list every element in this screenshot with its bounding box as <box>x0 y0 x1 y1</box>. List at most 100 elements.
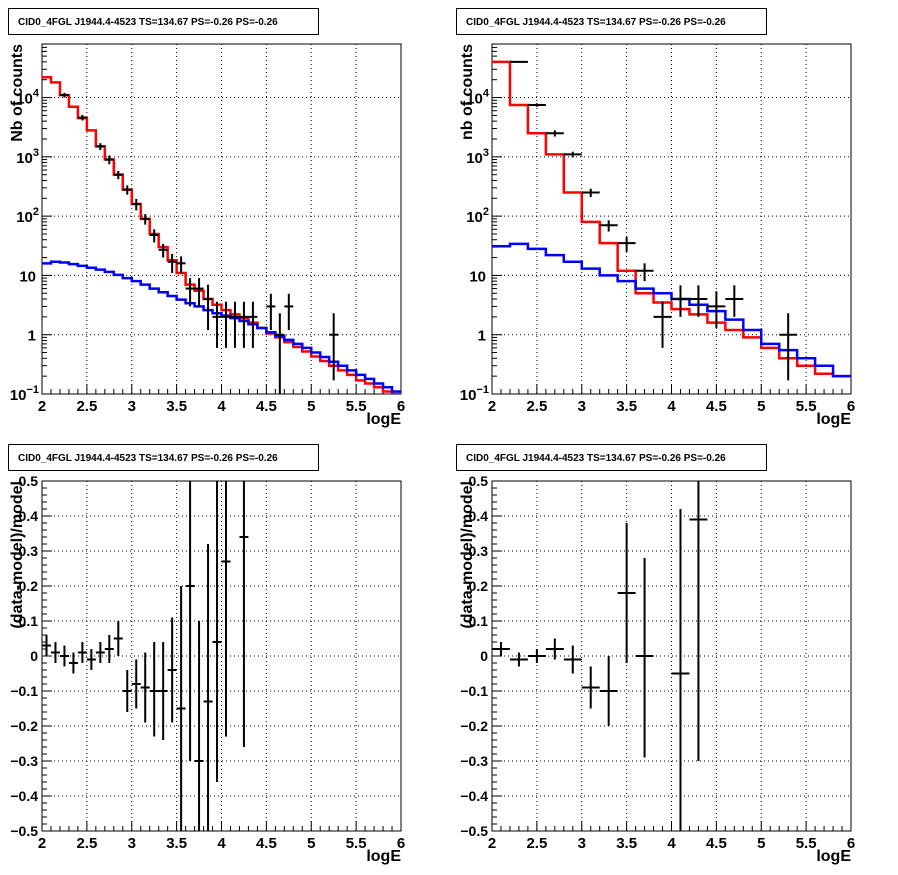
x-tick-label: 2 <box>38 398 46 415</box>
data-point <box>149 642 159 737</box>
y-tick-label: 1 <box>478 328 486 345</box>
x-tick-label: 5.5 <box>796 835 817 852</box>
data-point <box>50 642 60 663</box>
data-point <box>221 481 231 737</box>
y-axis-label: Nb of counts <box>9 44 26 142</box>
data-point <box>77 642 87 663</box>
chart-title: CID0_4FGL J1944.4-4523 TS=134.67 PS=-0.2… <box>466 17 726 28</box>
y-tick-label: 10−1 <box>10 384 39 404</box>
x-tick-label: 3.5 <box>166 398 187 415</box>
data-point <box>167 253 177 273</box>
data-point <box>599 220 618 232</box>
y-tick-label: 103 <box>16 147 39 167</box>
x-tick-label: 3 <box>128 835 136 852</box>
data-point <box>104 155 114 165</box>
data-point <box>707 291 726 328</box>
x-tick-label: 6 <box>397 835 405 852</box>
y-tick-label: 0 <box>480 648 488 664</box>
x-tick-label: 2 <box>488 398 496 415</box>
data-point <box>635 558 654 758</box>
data-point <box>104 635 114 663</box>
data-point <box>203 544 213 831</box>
data-point <box>158 642 168 740</box>
y-tick-label: 10 <box>19 268 36 285</box>
data-point <box>563 645 582 674</box>
plot-area <box>492 481 708 831</box>
data-point <box>527 103 546 107</box>
data-point <box>617 523 636 663</box>
data-point <box>113 621 123 656</box>
data-point <box>185 481 195 761</box>
panel-counts-fine-bins: CID0_4FGL J1944.4-4523 TS=134.67 PS=-0.2… <box>8 8 405 428</box>
data-point <box>113 170 123 180</box>
y-tick-label: 0.2 <box>469 578 489 594</box>
y-tick-label: 10−1 <box>460 384 489 404</box>
data-point <box>68 652 78 674</box>
data-point <box>149 229 159 243</box>
x-tick-label: 5 <box>307 835 315 852</box>
x-tick-label: 4.5 <box>256 835 277 852</box>
x-tick-label: 5.5 <box>346 835 367 852</box>
data-point <box>230 301 240 348</box>
data-point <box>95 642 105 663</box>
x-tick-label: 2.5 <box>76 835 97 852</box>
y-tick-label: 0.3 <box>469 543 489 559</box>
y-tick-label: −0.2 <box>10 718 38 734</box>
panel-residuals-fine-bins: CID0_4FGL J1944.4-4523 TS=134.67 PS=-0.2… <box>8 444 405 865</box>
data-point <box>266 293 276 331</box>
x-tick-label: 3.5 <box>166 835 187 852</box>
data-point <box>239 301 249 348</box>
chart-title: CID0_4FGL J1944.4-4523 TS=134.67 PS=-0.2… <box>18 17 278 28</box>
y-tick-label: 10 <box>469 268 486 285</box>
data-point <box>725 285 744 317</box>
data-point <box>77 114 87 121</box>
x-tick-label: 3 <box>578 398 586 415</box>
data-point <box>140 214 150 225</box>
y-tick-label: 103 <box>466 147 489 167</box>
data-point <box>122 670 132 712</box>
data-point <box>131 198 141 211</box>
x-tick-label: 6 <box>847 835 855 852</box>
y-tick-label: 104 <box>466 88 490 108</box>
x-tick-label: 3.5 <box>616 398 637 415</box>
y-tick-label: 0.3 <box>19 543 39 559</box>
data-point <box>635 263 654 282</box>
title-box <box>456 444 767 471</box>
chart-title: CID0_4FGL J1944.4-4523 TS=134.67 PS=-0.2… <box>18 453 278 464</box>
plot-area <box>42 75 401 394</box>
x-tick-label: 4.5 <box>256 398 277 415</box>
data-point <box>59 645 69 667</box>
data-point <box>545 130 564 137</box>
data-point <box>42 635 51 656</box>
x-tick-label: 5 <box>757 398 765 415</box>
y-axis-label: (data-model)/model <box>459 481 476 629</box>
data-point <box>492 642 510 656</box>
panel-residuals-coarse-bins: CID0_4FGL J1944.4-4523 TS=134.67 PS=-0.2… <box>456 444 855 865</box>
x-tick-label: 6 <box>397 398 405 415</box>
title-box <box>8 444 319 471</box>
x-tick-label: 5.5 <box>346 398 367 415</box>
x-tick-label: 5.5 <box>796 398 817 415</box>
x-tick-label: 5 <box>307 398 315 415</box>
y-tick-label: 0.1 <box>19 613 39 629</box>
data-point <box>581 188 600 198</box>
x-tick-label: 4.5 <box>706 398 727 415</box>
y-tick-label: 0.2 <box>19 578 39 594</box>
y-tick-label: 0.5 <box>469 473 489 489</box>
data-point <box>86 649 96 670</box>
data-point <box>581 666 600 709</box>
plot-area <box>492 60 851 381</box>
series-source-model-line <box>42 260 401 393</box>
data-point <box>563 151 582 158</box>
x-tick-label: 4 <box>667 835 676 852</box>
plot-area <box>42 481 249 831</box>
chart-title: CID0_4FGL J1944.4-4523 TS=134.67 PS=-0.2… <box>466 453 726 464</box>
data-point <box>239 481 249 747</box>
data-point <box>779 313 798 381</box>
data-point <box>212 301 222 348</box>
data-point <box>671 285 690 317</box>
data-point <box>203 284 213 331</box>
y-tick-label: −0.5 <box>460 823 488 839</box>
